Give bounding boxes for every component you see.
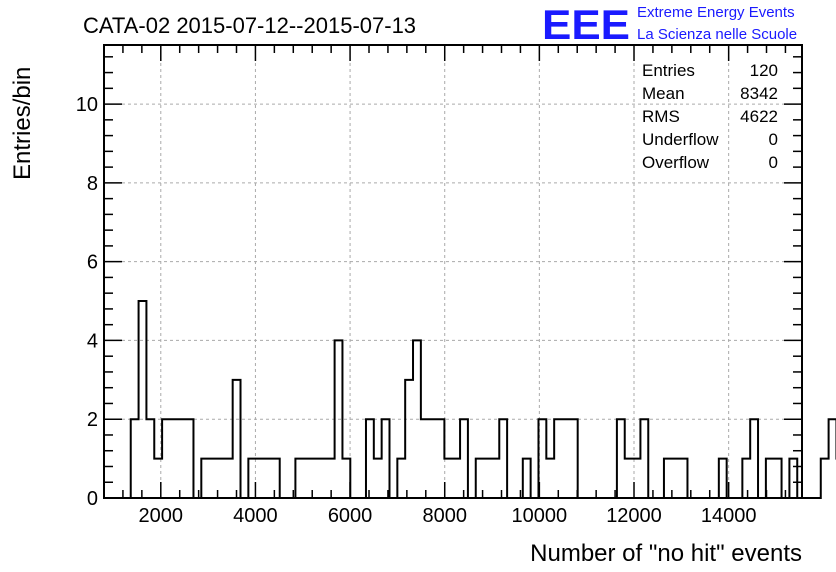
histogram-bin (170, 419, 178, 498)
histogram-bin (209, 459, 217, 498)
histogram-bin (452, 459, 460, 498)
histogram-bin (437, 419, 445, 498)
histogram-bin (303, 459, 311, 498)
x-axis-label: Number of "no hit" events (530, 540, 802, 567)
stat-rms-label: RMS (642, 107, 680, 126)
histogram-bin (444, 459, 452, 498)
stat-underflow-label: Underflow (642, 130, 719, 149)
histogram-bin (789, 459, 797, 498)
histogram-bin (233, 380, 241, 498)
y-tick-label: 8 (87, 173, 98, 195)
chart-title: CATA-02 2015-07-12--2015-07-13 (83, 13, 416, 38)
histogram-bin (484, 459, 492, 498)
histogram-bin (429, 419, 437, 498)
stat-overflow-value: 0 (769, 153, 778, 172)
histogram-bin (680, 459, 688, 498)
histogram-bin (139, 301, 147, 498)
histogram-bin (546, 459, 554, 498)
y-tick-label: 4 (87, 330, 98, 352)
stat-entries-label: Entries (642, 61, 695, 80)
histogram-bin (374, 459, 382, 498)
histogram-bin (625, 459, 633, 498)
x-tick-label: 14000 (701, 505, 757, 527)
eee-logo: EEE (542, 1, 630, 48)
histogram-bin (405, 380, 413, 498)
y-axis-label: Entries/bin (9, 67, 36, 180)
y-tick-label: 6 (87, 252, 98, 274)
histogram-bin (554, 419, 562, 498)
stat-mean-value: 8342 (740, 84, 778, 103)
histogram-bin (664, 459, 672, 498)
histogram-bin (366, 419, 374, 498)
histogram-bin (829, 419, 836, 498)
x-tick-label: 10000 (512, 505, 568, 527)
histogram-bin (256, 459, 264, 498)
y-tick-label: 2 (87, 409, 98, 431)
y-tick-label: 0 (87, 488, 98, 510)
y-tick-label: 10 (76, 94, 98, 116)
stat-underflow-value: 0 (769, 130, 778, 149)
histogram-series (129, 300, 836, 499)
histogram-bin (186, 419, 194, 498)
histogram-bin (499, 419, 507, 498)
stats-box: Entries 120 Mean 8342 RMS 4622 Underflow… (642, 61, 778, 172)
histogram-bin (570, 419, 578, 498)
histogram-bin (562, 419, 570, 498)
histogram-bin (640, 419, 648, 498)
x-tick-label: 8000 (422, 505, 467, 527)
histogram-bin (162, 419, 170, 498)
histogram-bin (750, 419, 758, 498)
logo-line-2: La Scienza nelle Scuole (637, 26, 797, 43)
histogram-bin (295, 459, 303, 498)
histogram-bin (397, 459, 405, 498)
histogram-bin (382, 419, 390, 498)
x-tick-label: 2000 (139, 505, 184, 527)
stat-overflow-label: Overflow (642, 153, 710, 172)
histogram-bin (272, 459, 280, 498)
histogram-bin (342, 459, 350, 498)
logo-line-1: Extreme Energy Events (637, 4, 795, 21)
histogram-bin (225, 459, 233, 498)
x-tick-label: 4000 (233, 505, 278, 527)
histogram-bin (719, 459, 727, 498)
axis-ticks (103, 45, 802, 499)
x-tick-label: 6000 (328, 505, 373, 527)
stat-rms-value: 4622 (740, 107, 778, 126)
histogram-bin (523, 459, 531, 498)
histogram-bin (264, 459, 272, 498)
histogram-bin (742, 459, 750, 498)
histogram-bin (774, 459, 782, 498)
grid-lines (104, 45, 802, 498)
plot-frame (103, 44, 803, 499)
axis-tick-labels: 2000 4000 6000 8000 10000 12000 14000 0 2 4 6 8 10 (76, 94, 757, 527)
histogram-bin (146, 419, 154, 498)
histogram-bin (672, 459, 680, 498)
histogram-bin (617, 419, 625, 498)
histogram-bin (319, 459, 327, 498)
histogram-bin (460, 419, 468, 498)
histogram-bin (821, 459, 829, 498)
histogram-bin (421, 419, 429, 498)
stat-mean-label: Mean (642, 84, 685, 103)
histogram-bin (201, 459, 209, 498)
histogram-bin (178, 419, 186, 498)
stat-entries-value: 120 (750, 61, 778, 80)
histogram-bin (131, 419, 139, 498)
histogram-bin (491, 459, 499, 498)
histogram-outline (129, 300, 836, 499)
x-tick-label: 12000 (606, 505, 662, 527)
